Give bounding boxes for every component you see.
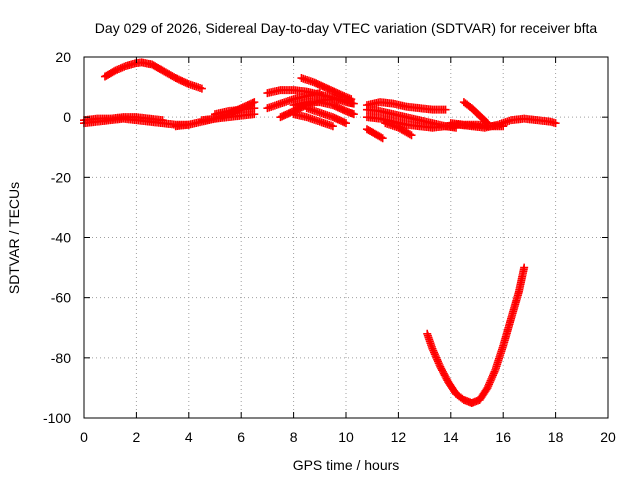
data-point [250, 104, 259, 113]
y-tick-label: -20 [51, 169, 71, 185]
x-tick-label: 14 [443, 429, 459, 445]
data-point [158, 116, 167, 125]
x-tick-label: 16 [495, 429, 511, 445]
data-point [441, 105, 450, 114]
series-arc-20 [446, 119, 508, 131]
x-tick-label: 18 [548, 429, 564, 445]
chart-title: Day 029 of 2026, Sidereal Day-to-day VTE… [95, 20, 598, 36]
x-tick-label: 10 [338, 429, 354, 445]
data-point [405, 130, 414, 139]
data-point [499, 122, 508, 131]
series-arc-1 [100, 58, 206, 93]
data-point [551, 119, 560, 128]
x-tick-label: 20 [600, 429, 616, 445]
series-arc-12 [302, 104, 350, 128]
axis-ticks [83, 56, 609, 419]
y-axis-label: SDTVAR / TECUs [6, 182, 22, 294]
series-arc-18 [381, 119, 416, 140]
data-point [377, 133, 386, 142]
data-point [197, 84, 206, 93]
series-arc-17 [362, 125, 387, 143]
series-arc-19 [459, 98, 492, 128]
y-tick-label: -80 [51, 350, 71, 366]
tick-labels: 0 2 4 6 8 10 12 14 16 18 20 -100 -80 -60 -40 -20 0 20 [43, 49, 616, 445]
data-point [349, 110, 358, 119]
y-tick-label: 0 [63, 109, 71, 125]
data-point [520, 263, 529, 272]
x-tick-label: 12 [391, 429, 407, 445]
x-tick-label: 8 [290, 429, 298, 445]
data-point [315, 89, 324, 98]
x-tick-label: 0 [80, 429, 88, 445]
y-tick-label: -100 [43, 410, 71, 426]
x-tick-label: 4 [185, 429, 193, 445]
series-arc-13 [289, 110, 337, 131]
y-tick-label: -40 [51, 230, 71, 246]
series-arc-10 [297, 74, 356, 104]
series-arc-6 [211, 104, 259, 119]
data-point [407, 131, 416, 140]
data-point [378, 134, 387, 143]
data-point [328, 122, 337, 131]
data-point [342, 119, 350, 128]
series-arc-5 [197, 110, 259, 125]
y-tick-label: -60 [51, 290, 71, 306]
x-tick-label: 2 [133, 429, 141, 445]
data-point [347, 95, 356, 104]
y-tick-label: 20 [55, 49, 71, 65]
x-axis-label: GPS time / hours [293, 457, 400, 473]
x-tick-label: 6 [237, 429, 245, 445]
series-arc-21 [423, 263, 529, 407]
data-point [349, 99, 358, 108]
series-arc-14 [362, 98, 450, 114]
data-series [80, 58, 560, 407]
series-arc-11 [289, 98, 358, 119]
